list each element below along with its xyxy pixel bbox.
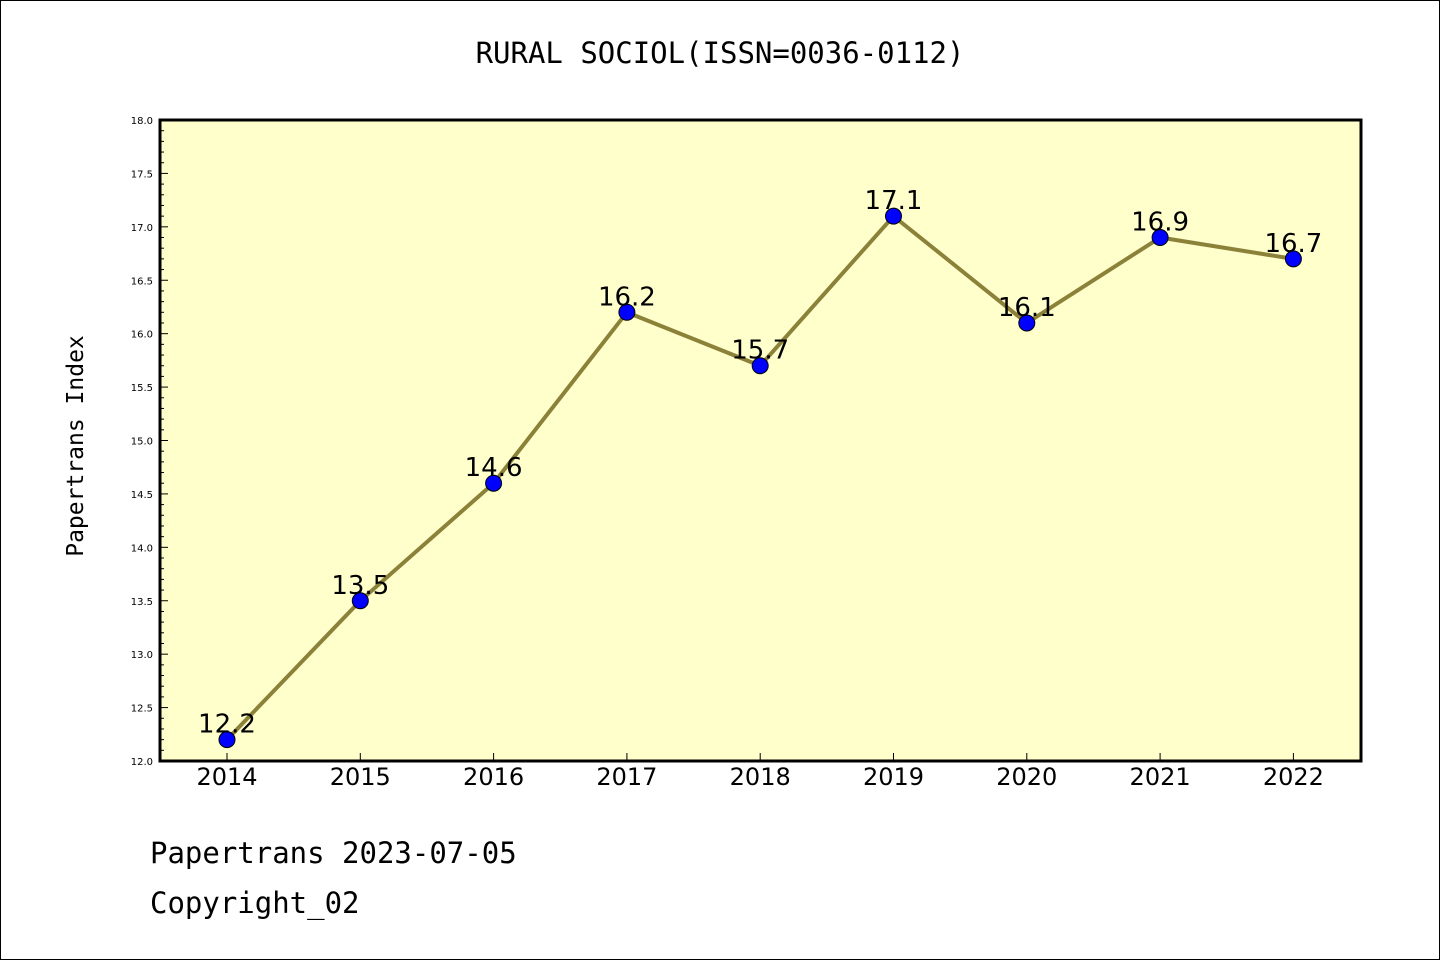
data-point [885, 207, 902, 225]
x-tick-label: 2015 [330, 763, 391, 791]
plot-area [158, 118, 1363, 763]
y-tick-label: 17.5 [131, 169, 153, 180]
y-tick-label: 12.5 [131, 704, 153, 715]
data-label: 15.7 [731, 336, 789, 366]
footer-copyright: Copyright_02 [150, 886, 360, 920]
x-tick-label: 2017 [596, 763, 657, 791]
y-tick-label: 18.0 [131, 116, 153, 127]
data-point [1018, 314, 1036, 332]
x-tick-label: 2019 [863, 763, 924, 791]
footer-date: Papertrans 2023-07-05 [150, 836, 517, 870]
y-tick-label: 13.0 [131, 650, 153, 661]
data-point [751, 357, 769, 375]
x-tick-label: 2014 [196, 763, 257, 791]
data-point [218, 731, 236, 749]
y-tick-label: 15.5 [131, 383, 153, 394]
y-tick-label: 15.0 [131, 437, 153, 448]
x-tick-label: 2020 [996, 763, 1057, 791]
data-label: 16.2 [598, 282, 656, 312]
data-labels: 12.2 13.5 14.6 16.2 15.7 17.1 16.1 16.9 16.7 [198, 186, 1322, 739]
y-tick-label: 12.0 [131, 757, 153, 768]
data-label: 16.7 [1264, 229, 1322, 259]
x-tick-label: 2016 [463, 763, 524, 791]
x-axis-ticks: 2014 2015 2016 2017 2018 2019 2020 2021 2022 [196, 753, 1324, 791]
data-label: 17.1 [865, 186, 923, 216]
y-tick-label: 16.5 [131, 276, 153, 287]
x-tick-label: 2018 [730, 763, 791, 791]
x-tick-label: 2022 [1263, 763, 1324, 791]
y-tick-label: 13.5 [131, 597, 153, 608]
series-markers [218, 207, 1302, 749]
y-tick-label: 17.0 [131, 223, 153, 234]
data-point [351, 592, 369, 610]
data-label: 14.6 [465, 453, 523, 483]
data-point [1151, 229, 1169, 247]
data-point [618, 303, 636, 321]
data-label: 12.2 [198, 710, 256, 740]
x-tick-label: 2021 [1130, 763, 1191, 791]
data-label: 16.9 [1131, 208, 1189, 238]
data-point [1284, 250, 1302, 268]
chart-title: RURAL SOCIOL(ISSN=0036-0112) [475, 36, 965, 70]
data-label: 13.5 [331, 571, 389, 601]
y-tick-label: 16.0 [131, 330, 153, 341]
data-point [485, 474, 503, 492]
y-tick-label: 14.0 [131, 543, 153, 554]
y-tick-label: 14.5 [131, 490, 153, 501]
y-axis-ticks: 12.0 12.5 13.0 13.5 14.0 14.5 15.0 15.5 16.0 16.5… [131, 116, 168, 768]
data-label: 16.1 [998, 293, 1056, 323]
